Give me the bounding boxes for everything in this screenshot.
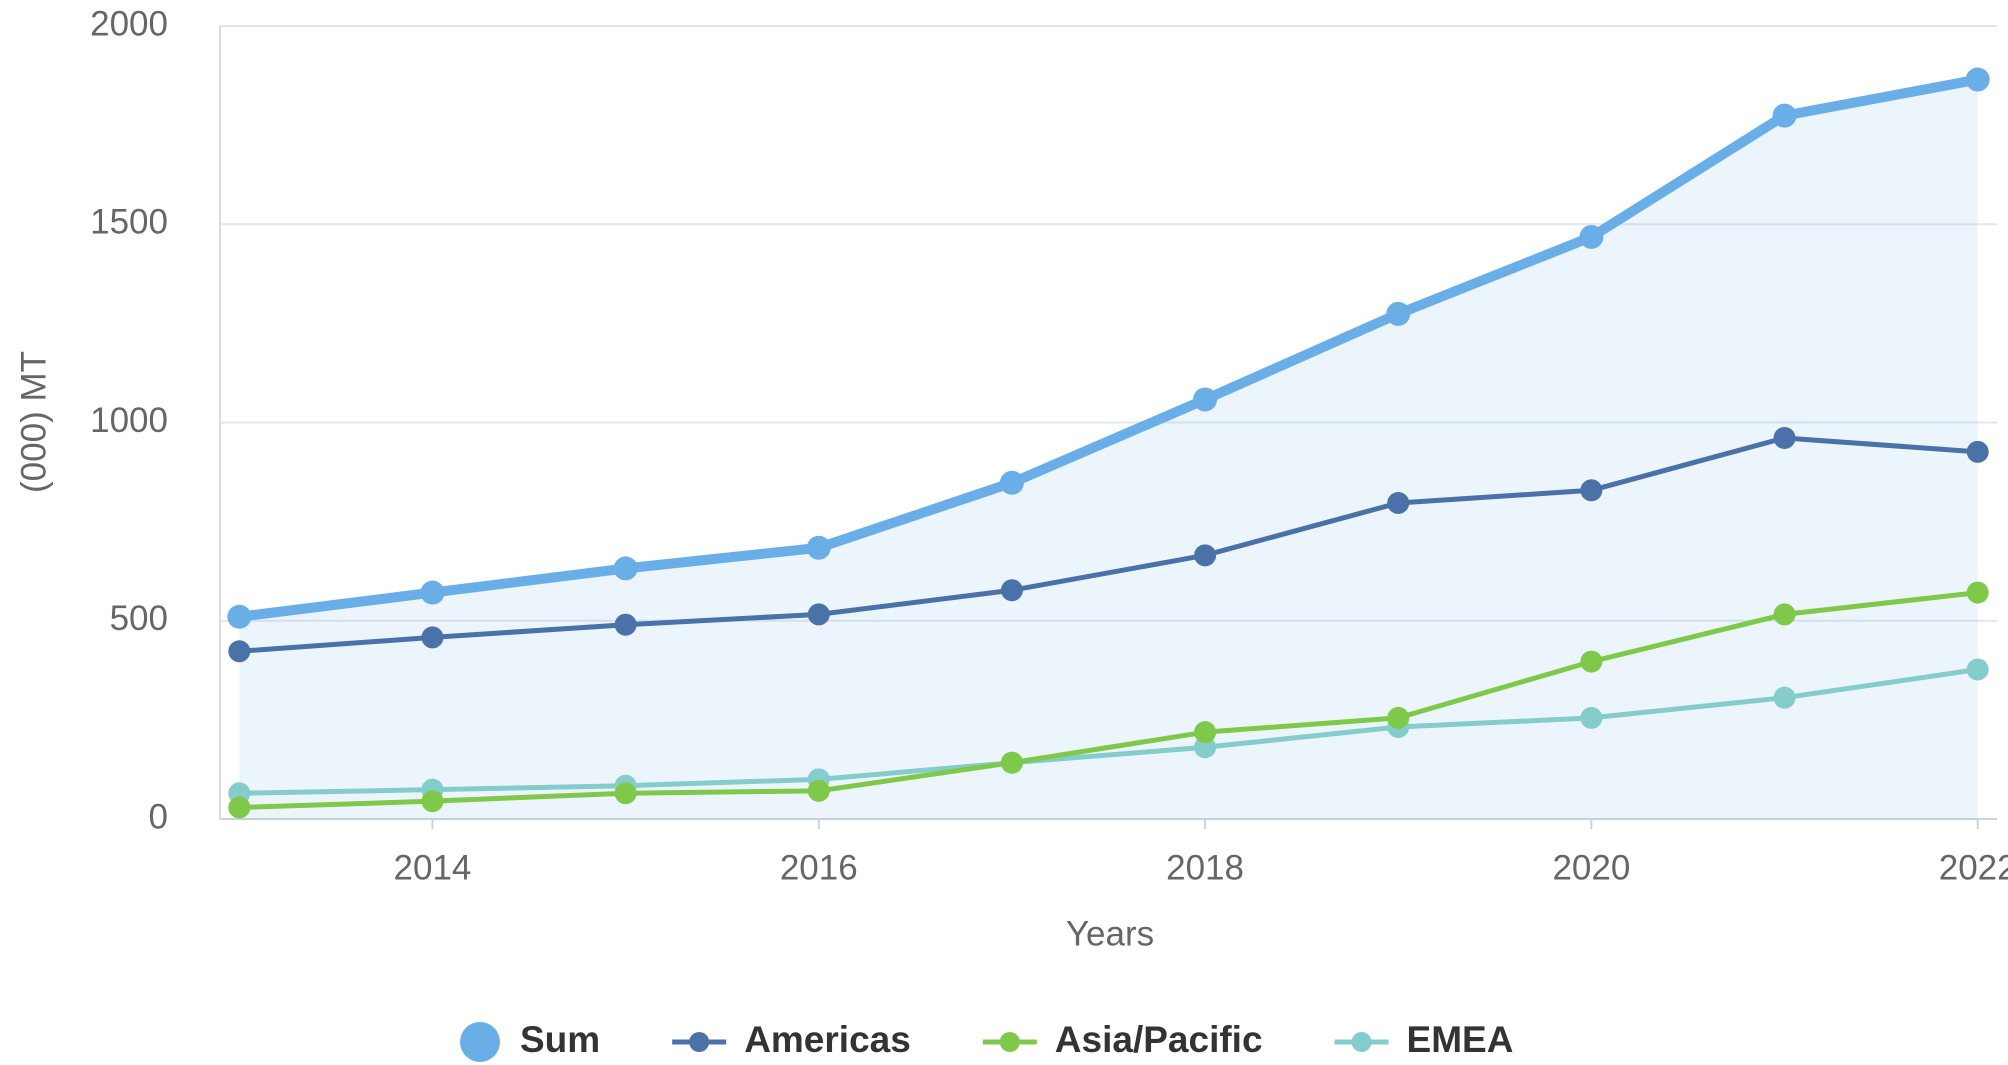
data-point: [1966, 581, 1989, 604]
legend-label: Asia/Pacific: [1055, 1019, 1263, 1060]
data-point: [1580, 650, 1603, 673]
x-tick-label: 2018: [1166, 848, 1244, 887]
data-point: [807, 603, 830, 626]
data-point: [1966, 440, 1989, 463]
data-point: [1387, 491, 1410, 514]
legend-label: Americas: [744, 1019, 911, 1060]
y-tick-label: 1000: [90, 401, 168, 440]
data-point: [614, 613, 637, 636]
data-point: [999, 470, 1024, 495]
data-point: [1000, 751, 1023, 774]
legend-label: Sum: [520, 1019, 600, 1060]
data-point: [421, 790, 444, 813]
data-point: [421, 626, 444, 649]
data-point: [1966, 658, 1989, 681]
series-line: [239, 667, 1979, 796]
data-point: [1772, 103, 1797, 128]
legend-marker: [999, 1032, 1020, 1052]
x-tick-label: 2016: [780, 848, 858, 887]
y-tick-label: 1500: [90, 203, 168, 242]
data-point: [228, 796, 251, 819]
area: [239, 79, 1978, 820]
legend-marker: [460, 1022, 500, 1062]
data-point: [807, 779, 830, 802]
series-line: [239, 435, 1978, 654]
y-tick-label: 2000: [90, 4, 168, 43]
data-point: [1773, 603, 1796, 626]
y-tick-label: 500: [110, 599, 168, 638]
data-point: [806, 535, 831, 560]
data-point: [1579, 224, 1604, 249]
legend-label: EMEA: [1407, 1019, 1514, 1060]
x-axis-label: Years: [1066, 914, 1154, 953]
data-point: [1000, 579, 1023, 602]
data-point: [1965, 67, 1990, 92]
data-point: [1194, 721, 1217, 744]
legend-marker: [1351, 1032, 1372, 1052]
data-point: [1580, 706, 1603, 729]
data-point: [1386, 301, 1411, 326]
data-point: [1773, 686, 1796, 709]
series-line: [239, 590, 1978, 811]
series-line: [238, 74, 1979, 622]
data-point: [1580, 479, 1603, 502]
data-point: [227, 604, 252, 629]
data-point: [613, 556, 638, 581]
data-point: [614, 782, 637, 805]
legend: Sum Americas Asia/Pacific EMEA: [460, 1019, 1513, 1062]
y-axis-label: (000) MT: [14, 351, 53, 493]
data-point: [228, 640, 251, 663]
data-point: [1194, 736, 1217, 759]
data-point: [420, 580, 445, 605]
data-point: [1387, 706, 1410, 729]
legend-marker: [689, 1032, 710, 1052]
x-tick-label: 2020: [1552, 848, 1630, 887]
data-point: [1193, 387, 1218, 412]
x-tick-label: 2014: [394, 848, 472, 887]
data-point: [1194, 544, 1217, 567]
x-tick-label: 2022: [1939, 848, 2008, 887]
data-point: [1773, 426, 1796, 449]
y-tick-label: 0: [149, 797, 168, 836]
